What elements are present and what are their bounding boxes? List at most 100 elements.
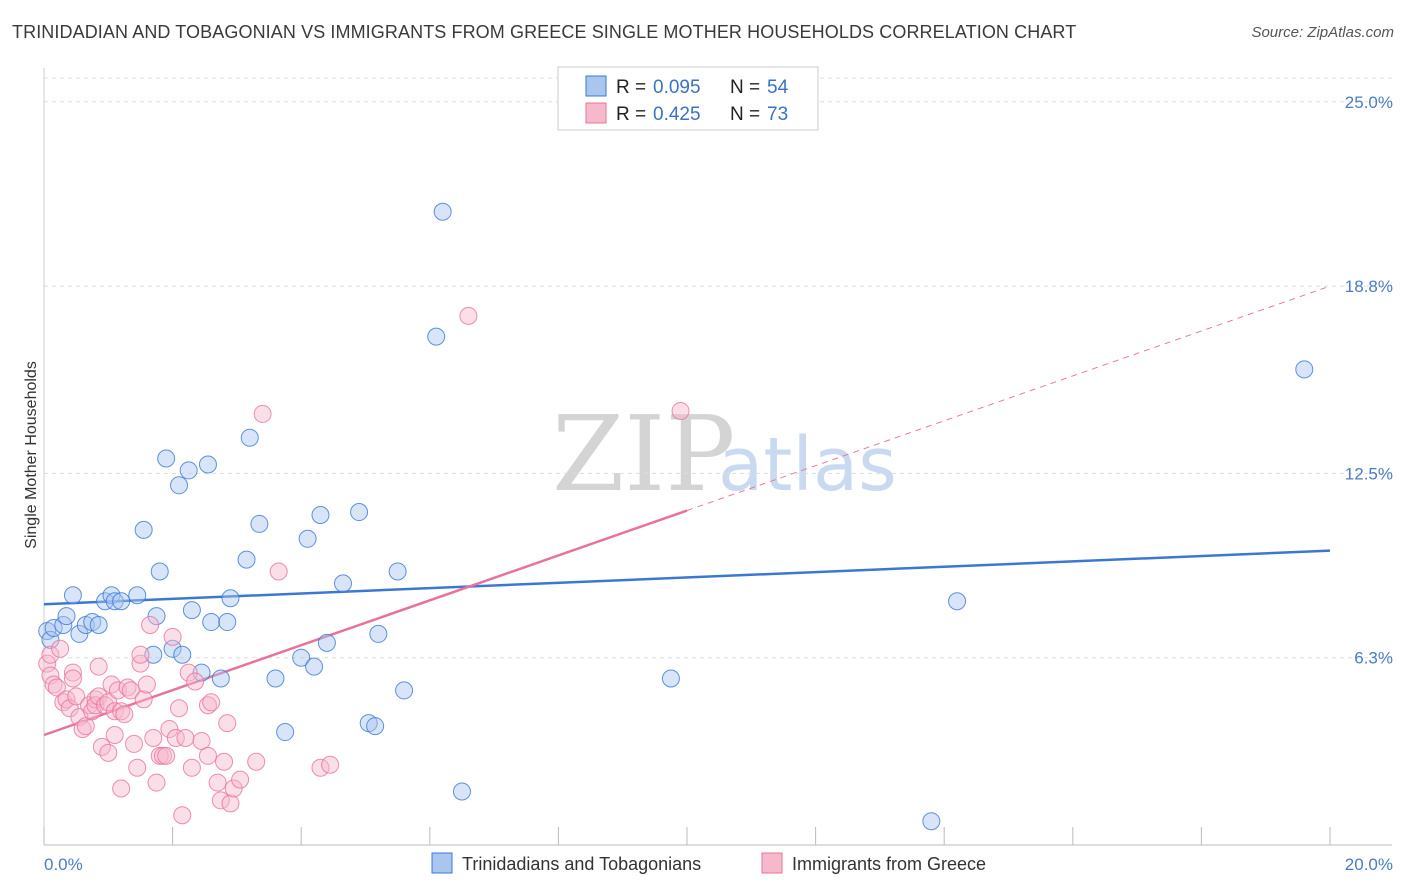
point-greece (144, 728, 163, 747)
trend-line-greece (43, 509, 688, 737)
legend-r-value-blue: 0.095 (653, 77, 701, 98)
trend-line-greece-extension (686, 285, 1331, 512)
point-greece (47, 678, 66, 697)
legend-swatch-pink (585, 102, 607, 124)
watermark-atlas: atlas (718, 422, 897, 508)
bottom-legend-swatch-blue (431, 852, 453, 874)
point-trinidadian (211, 669, 230, 688)
y-tick-label: 12.5% (1345, 464, 1393, 483)
point-trinidadian (170, 476, 189, 495)
trend-lines (43, 285, 1331, 737)
point-greece (176, 728, 195, 747)
point-greece (105, 726, 124, 745)
point-trinidadian (218, 613, 237, 632)
point-trinidadian (57, 607, 76, 626)
point-trinidadian (63, 586, 82, 605)
data-points (38, 202, 1314, 831)
legend-n-label-pink: N = (730, 104, 760, 125)
point-greece (170, 699, 189, 718)
point-greece (147, 773, 166, 792)
point-greece (134, 690, 153, 709)
legend-n-value-pink: 73 (767, 104, 788, 125)
chart-title: TRINIDADIAN AND TOBAGONIAN VS IMMIGRANTS… (12, 22, 1077, 42)
point-greece (231, 770, 250, 789)
point-trinidadian (350, 503, 369, 522)
grid-lines: 6.3% 12.5% 18.8% 25.0% (44, 77, 1393, 668)
point-trinidadian (44, 618, 63, 637)
point-trinidadian (298, 529, 317, 548)
point-trinidadian (427, 327, 446, 346)
legend: R = 0.095 N = 54 R = 0.425 N = 73 (557, 66, 819, 131)
point-greece (105, 702, 124, 721)
point-trinidadian (157, 449, 176, 468)
point-trinidadian (134, 520, 153, 539)
bottom-legend-swatch-pink (761, 852, 783, 874)
point-trinidadian (333, 574, 352, 593)
point-trinidadian (173, 645, 192, 664)
point-greece (125, 734, 144, 753)
x-tick-label-min: 0.0% (44, 855, 83, 874)
point-trinidadian (237, 550, 256, 569)
point-greece (63, 663, 82, 682)
point-trinidadian (128, 586, 147, 605)
legend-r-value-pink: 0.425 (653, 104, 701, 125)
point-greece (67, 687, 86, 706)
point-greece (253, 404, 272, 423)
legend-n-value-blue: 54 (767, 77, 789, 98)
point-greece (89, 687, 108, 706)
point-trinidadian (105, 592, 124, 611)
bottom-legend-label-blue: Trinidadians and Tobagonians (462, 854, 701, 874)
point-trinidadian (250, 514, 269, 533)
point-greece (108, 681, 127, 700)
point-greece (671, 401, 690, 420)
point-greece (44, 675, 63, 694)
point-greece (221, 794, 240, 813)
point-trinidadian (922, 812, 941, 831)
legend-swatch-blue (585, 75, 607, 97)
point-trinidadian (150, 562, 169, 581)
point-trinidadian (452, 782, 471, 801)
y-tick-label: 18.8% (1345, 277, 1393, 296)
y-tick-label: 25.0% (1345, 93, 1393, 112)
point-greece (163, 627, 182, 646)
point-greece (131, 645, 150, 664)
y-tick-label: 6.3% (1354, 649, 1393, 668)
point-greece (269, 562, 288, 581)
point-trinidadian (198, 455, 217, 474)
point-greece (208, 773, 227, 792)
point-trinidadian (179, 461, 198, 480)
point-greece (137, 675, 156, 694)
point-greece (99, 693, 118, 712)
point-trinidadian (70, 624, 89, 643)
point-greece (179, 663, 198, 682)
point-trinidadian (395, 681, 414, 700)
point-greece (89, 657, 108, 676)
point-greece (160, 720, 179, 739)
x-tick-label-max: 20.0% (1345, 855, 1393, 874)
point-greece (198, 746, 217, 765)
point-trinidadian (182, 601, 201, 620)
point-trinidadian (1295, 360, 1314, 379)
point-greece (198, 696, 217, 715)
point-trinidadian (202, 613, 221, 632)
point-greece (157, 746, 176, 765)
point-greece (99, 743, 118, 762)
y-axis-label: Single Mother Households (23, 361, 40, 549)
point-trinidadian (366, 717, 385, 736)
point-greece (182, 758, 201, 777)
point-trinidadian (266, 669, 285, 688)
point-trinidadian (89, 616, 108, 635)
point-greece (63, 669, 82, 688)
point-greece (128, 758, 147, 777)
point-greece (215, 752, 234, 771)
axes (43, 68, 1392, 846)
point-greece (115, 705, 134, 724)
point-trinidadian (192, 663, 211, 682)
point-greece (247, 752, 266, 771)
point-greece (173, 806, 192, 825)
point-trinidadian (144, 645, 163, 664)
point-trinidadian (102, 586, 121, 605)
point-greece (96, 696, 115, 715)
point-trinidadian (661, 669, 680, 688)
